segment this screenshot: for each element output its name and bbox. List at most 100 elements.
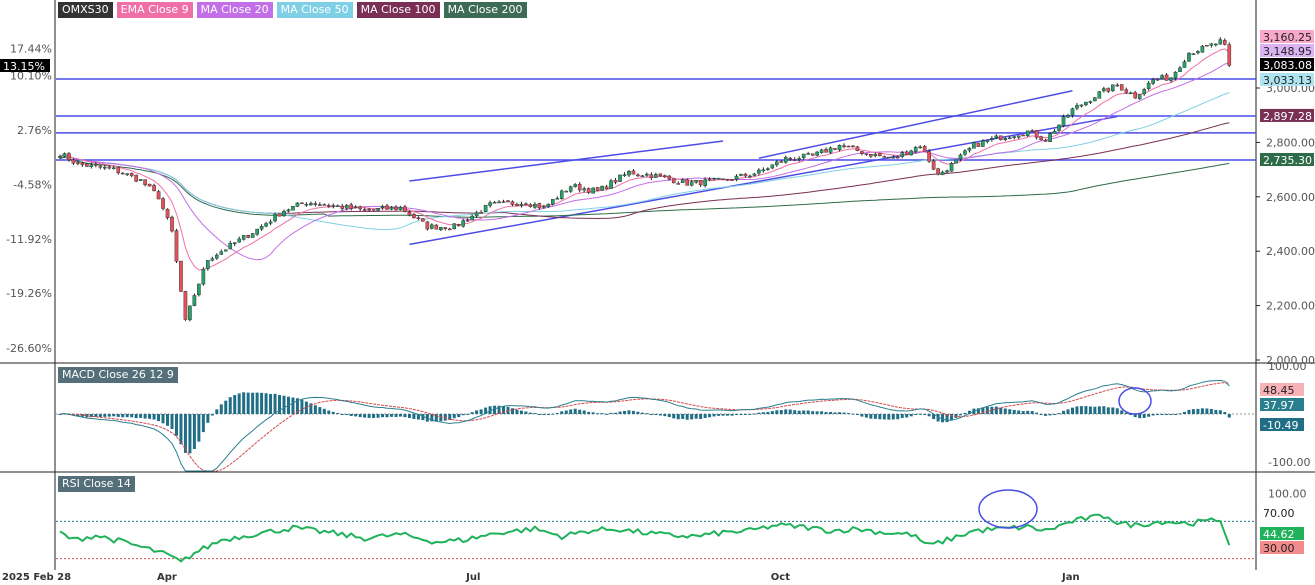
current-pct-badge: 13.15% [0,59,50,73]
candle [797,156,801,162]
macd-hist-bar [143,414,147,419]
candle [792,157,797,162]
macd-hist-bar [748,413,752,415]
pct-tick-6: -26.60% [6,342,52,355]
candle-body [120,172,125,175]
candle-body [398,206,403,210]
candle-body [1012,136,1017,138]
rsi-pane-label[interactable]: RSI Close 14 [58,476,135,492]
candle-body [537,203,542,209]
macd-hist-bar [300,399,304,414]
candle [1012,135,1017,140]
candle-body [1025,130,1030,137]
candle [344,204,349,211]
macd-pane-label[interactable]: MACD Close 26 12 9 [58,367,178,383]
candle [313,201,318,207]
candle [631,168,636,175]
candle [1191,53,1196,56]
candle-body [869,154,873,157]
candle-body [192,295,197,306]
candle-body [371,209,376,211]
ema9-line [59,48,1230,271]
candle-body [188,305,192,321]
ma20-line [59,62,1230,261]
price-badge-ma200-bg [1260,152,1314,166]
macd-badge-macd-text: 37.97 [1263,399,1295,412]
macd-hist-bar [273,393,277,414]
macd-hist-bar [560,411,564,414]
candle [967,147,972,153]
candle [694,179,698,184]
candle [994,134,999,139]
x-label-2: Jul [465,572,480,582]
candle-body [577,184,582,191]
candle-body [353,206,358,209]
candle [497,200,501,204]
candle-body [748,175,752,178]
candle-body [828,147,833,153]
legend-ma200[interactable]: MA Close 200 [443,2,527,18]
candle [179,260,183,292]
candle-body [1052,131,1057,134]
candle [1151,77,1155,86]
macd-hist-bar [197,414,201,442]
candle [237,236,242,243]
macd-hist-bar [148,414,152,419]
rsi-badge-oversold-bg [1260,541,1304,554]
legend-ema9[interactable]: EMA Close 9 [116,2,193,18]
candle [622,172,627,177]
candle-body [425,221,430,230]
candle-body [824,149,828,153]
candle-body [80,162,85,165]
candle [138,179,143,181]
candle [981,139,985,147]
rsi-badge-rsi-text: 44.62 [1263,528,1295,541]
candle-body [134,174,138,182]
macd-hist-bar [318,407,322,414]
candle [734,174,739,182]
candle-body [147,183,152,187]
candle-body [1106,87,1111,92]
candle-body [873,153,878,157]
candle-body [676,183,681,185]
pct-tick-4: -11.92% [6,233,52,246]
candle [398,205,403,211]
candle [483,204,488,213]
candle-body [259,226,264,230]
macd-hist-bar [788,409,792,414]
macd-hist-bar [941,414,945,423]
candle-body [1088,101,1093,103]
candle-body [613,180,618,183]
candle [1205,45,1209,47]
candle-body [1137,94,1142,100]
price-badge-ma200: 2,735.30 [1260,152,1314,167]
macd-hist-bar [708,414,712,418]
macd-hist-bar [407,414,411,419]
candle [533,202,537,209]
macd-hist-bar [291,397,295,414]
legend-symbol[interactable]: OMXS30 [58,2,113,18]
candle-body [1187,52,1191,62]
trend-line-upper [758,89,1073,159]
rsi-badge-overbought-bg [1260,506,1304,519]
macd-hist-bar [1133,414,1137,418]
macd-badge-hist-bg [1260,418,1304,431]
candle [618,174,622,183]
macd-hist-bar [1026,410,1030,414]
candle [645,172,649,177]
candle [891,154,896,159]
candle-body [421,218,425,222]
candle-body [201,268,206,285]
candles [58,37,1232,322]
candle-body [519,203,524,206]
macd-hist-bar [1178,413,1182,415]
candle [743,173,748,178]
macd-hist-bar [398,414,402,417]
legend-ma20[interactable]: MA Close 20 [196,2,273,18]
legend-ma50[interactable]: MA Close 50 [276,2,353,18]
macd-hist-bar [596,413,600,415]
candle-body [479,212,483,214]
legend-ma100[interactable]: MA Close 100 [356,2,440,18]
price-badge-ema9-bg [1260,30,1314,43]
macd-hist-bar [1057,413,1061,415]
